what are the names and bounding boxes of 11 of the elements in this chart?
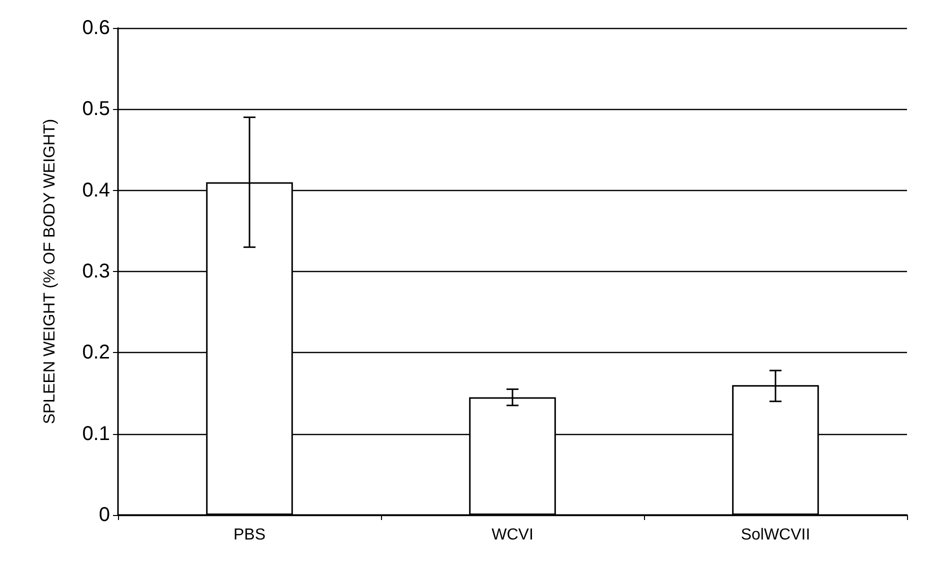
y-tick-label: 0.5 (82, 98, 110, 120)
x-tick-label: PBS (233, 526, 266, 544)
y-tick-label: 0.2 (82, 342, 110, 364)
y-tick-label: 0 (98, 504, 110, 526)
y-tick-label: 0.3 (82, 260, 110, 282)
x-tick-label: WCVI (492, 526, 534, 544)
y-tick-label: 0.1 (82, 422, 110, 445)
y-tick-label: 0.6 (82, 17, 110, 39)
x-tick-label: SolWCVII (740, 526, 810, 544)
y-tick-label: 0.4 (82, 179, 110, 202)
y-axis-title: SPLEEN WEIGHT (% OF BODY WEIGHT) (42, 118, 58, 424)
